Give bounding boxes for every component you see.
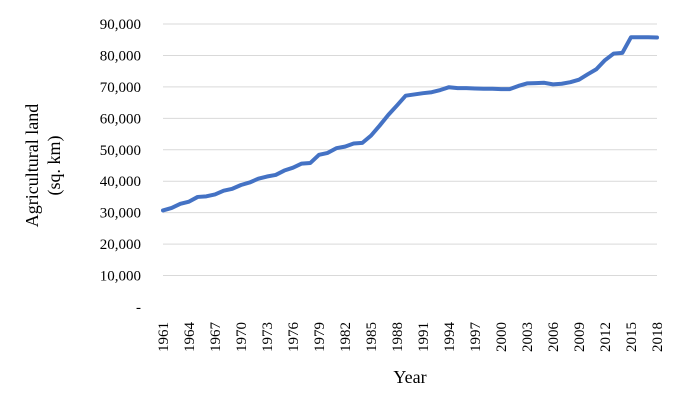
x-tick-label: 1970 — [234, 322, 250, 352]
y-tick-label: 70,000 — [100, 80, 141, 96]
x-tick-label: 2015 — [624, 322, 640, 352]
y-tick-label: 90,000 — [100, 17, 141, 33]
x-axis-tick-labels: 1961 1964 1967 1970 1973 1976 1979 1982 1985 1988… — [156, 322, 666, 353]
y-tick-label: 10,000 — [100, 269, 141, 285]
x-tick-label: 1973 — [260, 322, 276, 352]
x-tick-label: 1979 — [312, 322, 328, 352]
x-tick-label: 2003 — [520, 322, 536, 352]
x-tick-label: 1982 — [338, 322, 354, 352]
x-tick-label: 1994 — [442, 322, 458, 353]
y-tick-label: 20,000 — [100, 237, 141, 253]
x-tick-label: 1988 — [390, 322, 406, 352]
x-tick-label: 1964 — [182, 322, 198, 353]
x-tick-label: 2006 — [546, 322, 562, 353]
y-axis-tick-labels: - 10,000 20,000 30,000 40,000 50,000 60,000 70,… — [100, 17, 141, 316]
x-tick-label: 1991 — [416, 322, 432, 352]
x-tick-label: 1961 — [156, 322, 172, 352]
x-tick-label: 1967 — [208, 322, 224, 353]
x-axis-title: Year — [393, 367, 426, 387]
y-tick-label: - — [136, 300, 141, 316]
x-tick-label: 2012 — [598, 322, 614, 352]
y-tick-label: 40,000 — [100, 174, 141, 190]
gridlines — [163, 23, 657, 277]
y-tick-label: 60,000 — [100, 111, 141, 127]
y-axis-title-line-2: (sq. km) — [44, 136, 65, 196]
y-tick-label: 80,000 — [100, 48, 141, 64]
x-tick-label: 1976 — [286, 322, 302, 353]
x-tick-label: 2009 — [572, 322, 588, 352]
y-tick-label: 50,000 — [100, 143, 141, 159]
x-tick-label: 1997 — [468, 322, 484, 353]
y-axis-title-line-1: Agricultural land — [22, 104, 42, 227]
x-tick-label: 2000 — [494, 322, 510, 352]
x-tick-label: 1985 — [364, 322, 380, 352]
y-tick-label: 30,000 — [100, 206, 141, 222]
x-tick-label: 2018 — [650, 322, 666, 352]
series-line-agricultural-land — [161, 35, 659, 213]
